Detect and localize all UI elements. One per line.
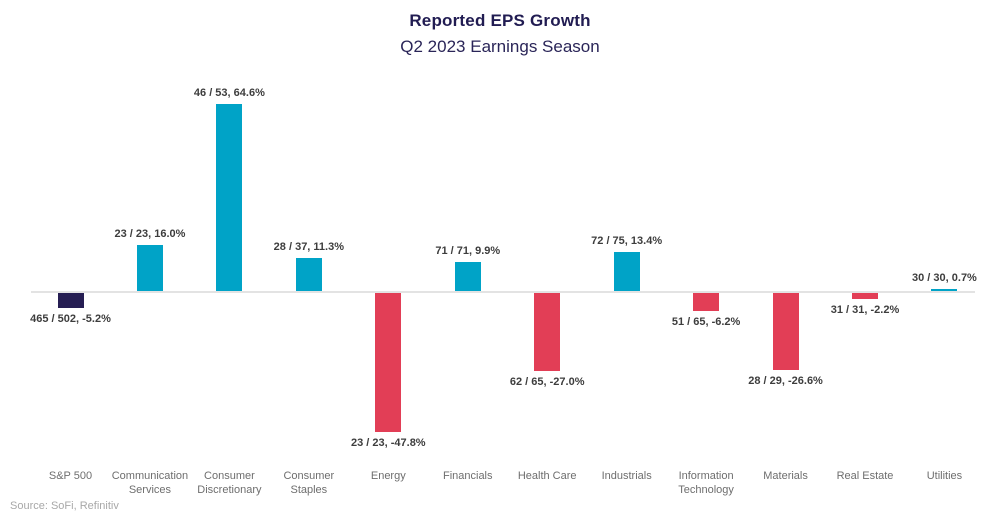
x-axis-label: Communication Services (111, 470, 189, 496)
bar-value-label: 72 / 75, 13.4% (591, 235, 663, 248)
bar-2 (216, 103, 243, 291)
bar-10 (852, 293, 878, 300)
bar-value-label: 62 / 65, -27.0% (509, 376, 585, 389)
bar-3 (295, 258, 322, 291)
x-axis-label: Materials (763, 470, 808, 482)
chart-subtitle: Q2 2023 Earnings Season (400, 37, 600, 56)
bar-11 (931, 288, 958, 291)
bar-6 (534, 293, 561, 372)
x-axis-label: Energy (370, 470, 406, 482)
x-axis-label: S&P 500 (48, 470, 93, 482)
bar-1 (136, 244, 163, 291)
bar-5 (454, 262, 481, 291)
bar-value-label: 28 / 37, 11.3% (273, 241, 345, 254)
bar-value-label: 51 / 65, -6.2% (671, 315, 741, 328)
bar-value-label: 23 / 23, -47.8% (350, 436, 426, 449)
bar-7 (613, 252, 640, 291)
x-axis-label: Consumer Staples (283, 470, 335, 496)
bar-value-label: 46 / 53, 64.6% (193, 86, 265, 99)
bar-value-label: 465 / 502, -5.2% (30, 313, 111, 326)
x-axis-label: Financials (442, 470, 493, 482)
x-axis-label: Health Care (517, 470, 577, 482)
bar-4 (375, 293, 402, 432)
x-axis-label: Consumer Discretionary (197, 470, 262, 496)
bar-0 (57, 293, 84, 309)
bar-9 (772, 293, 799, 371)
bar-value-label: 28 / 29, -26.6% (748, 375, 823, 388)
zero-baseline (31, 291, 975, 293)
bar-value-label: 31 / 31, -2.2% (830, 304, 900, 317)
x-axis-label: Utilities (926, 470, 963, 482)
source-note: Source: SoFi, Refinitiv (10, 500, 119, 512)
x-axis-label: Real Estate (836, 470, 894, 482)
bar-8 (693, 293, 720, 311)
x-axis-label: Information Technology (678, 470, 734, 496)
bar-value-label: 71 / 71, 9.9% (435, 245, 501, 258)
x-axis-label: Industrials (601, 470, 652, 482)
chart-title: Reported EPS Growth (409, 11, 591, 30)
bar-value-label: 30 / 30, 0.7% (912, 271, 977, 284)
bar-value-label: 23 / 23, 16.0% (114, 227, 186, 240)
